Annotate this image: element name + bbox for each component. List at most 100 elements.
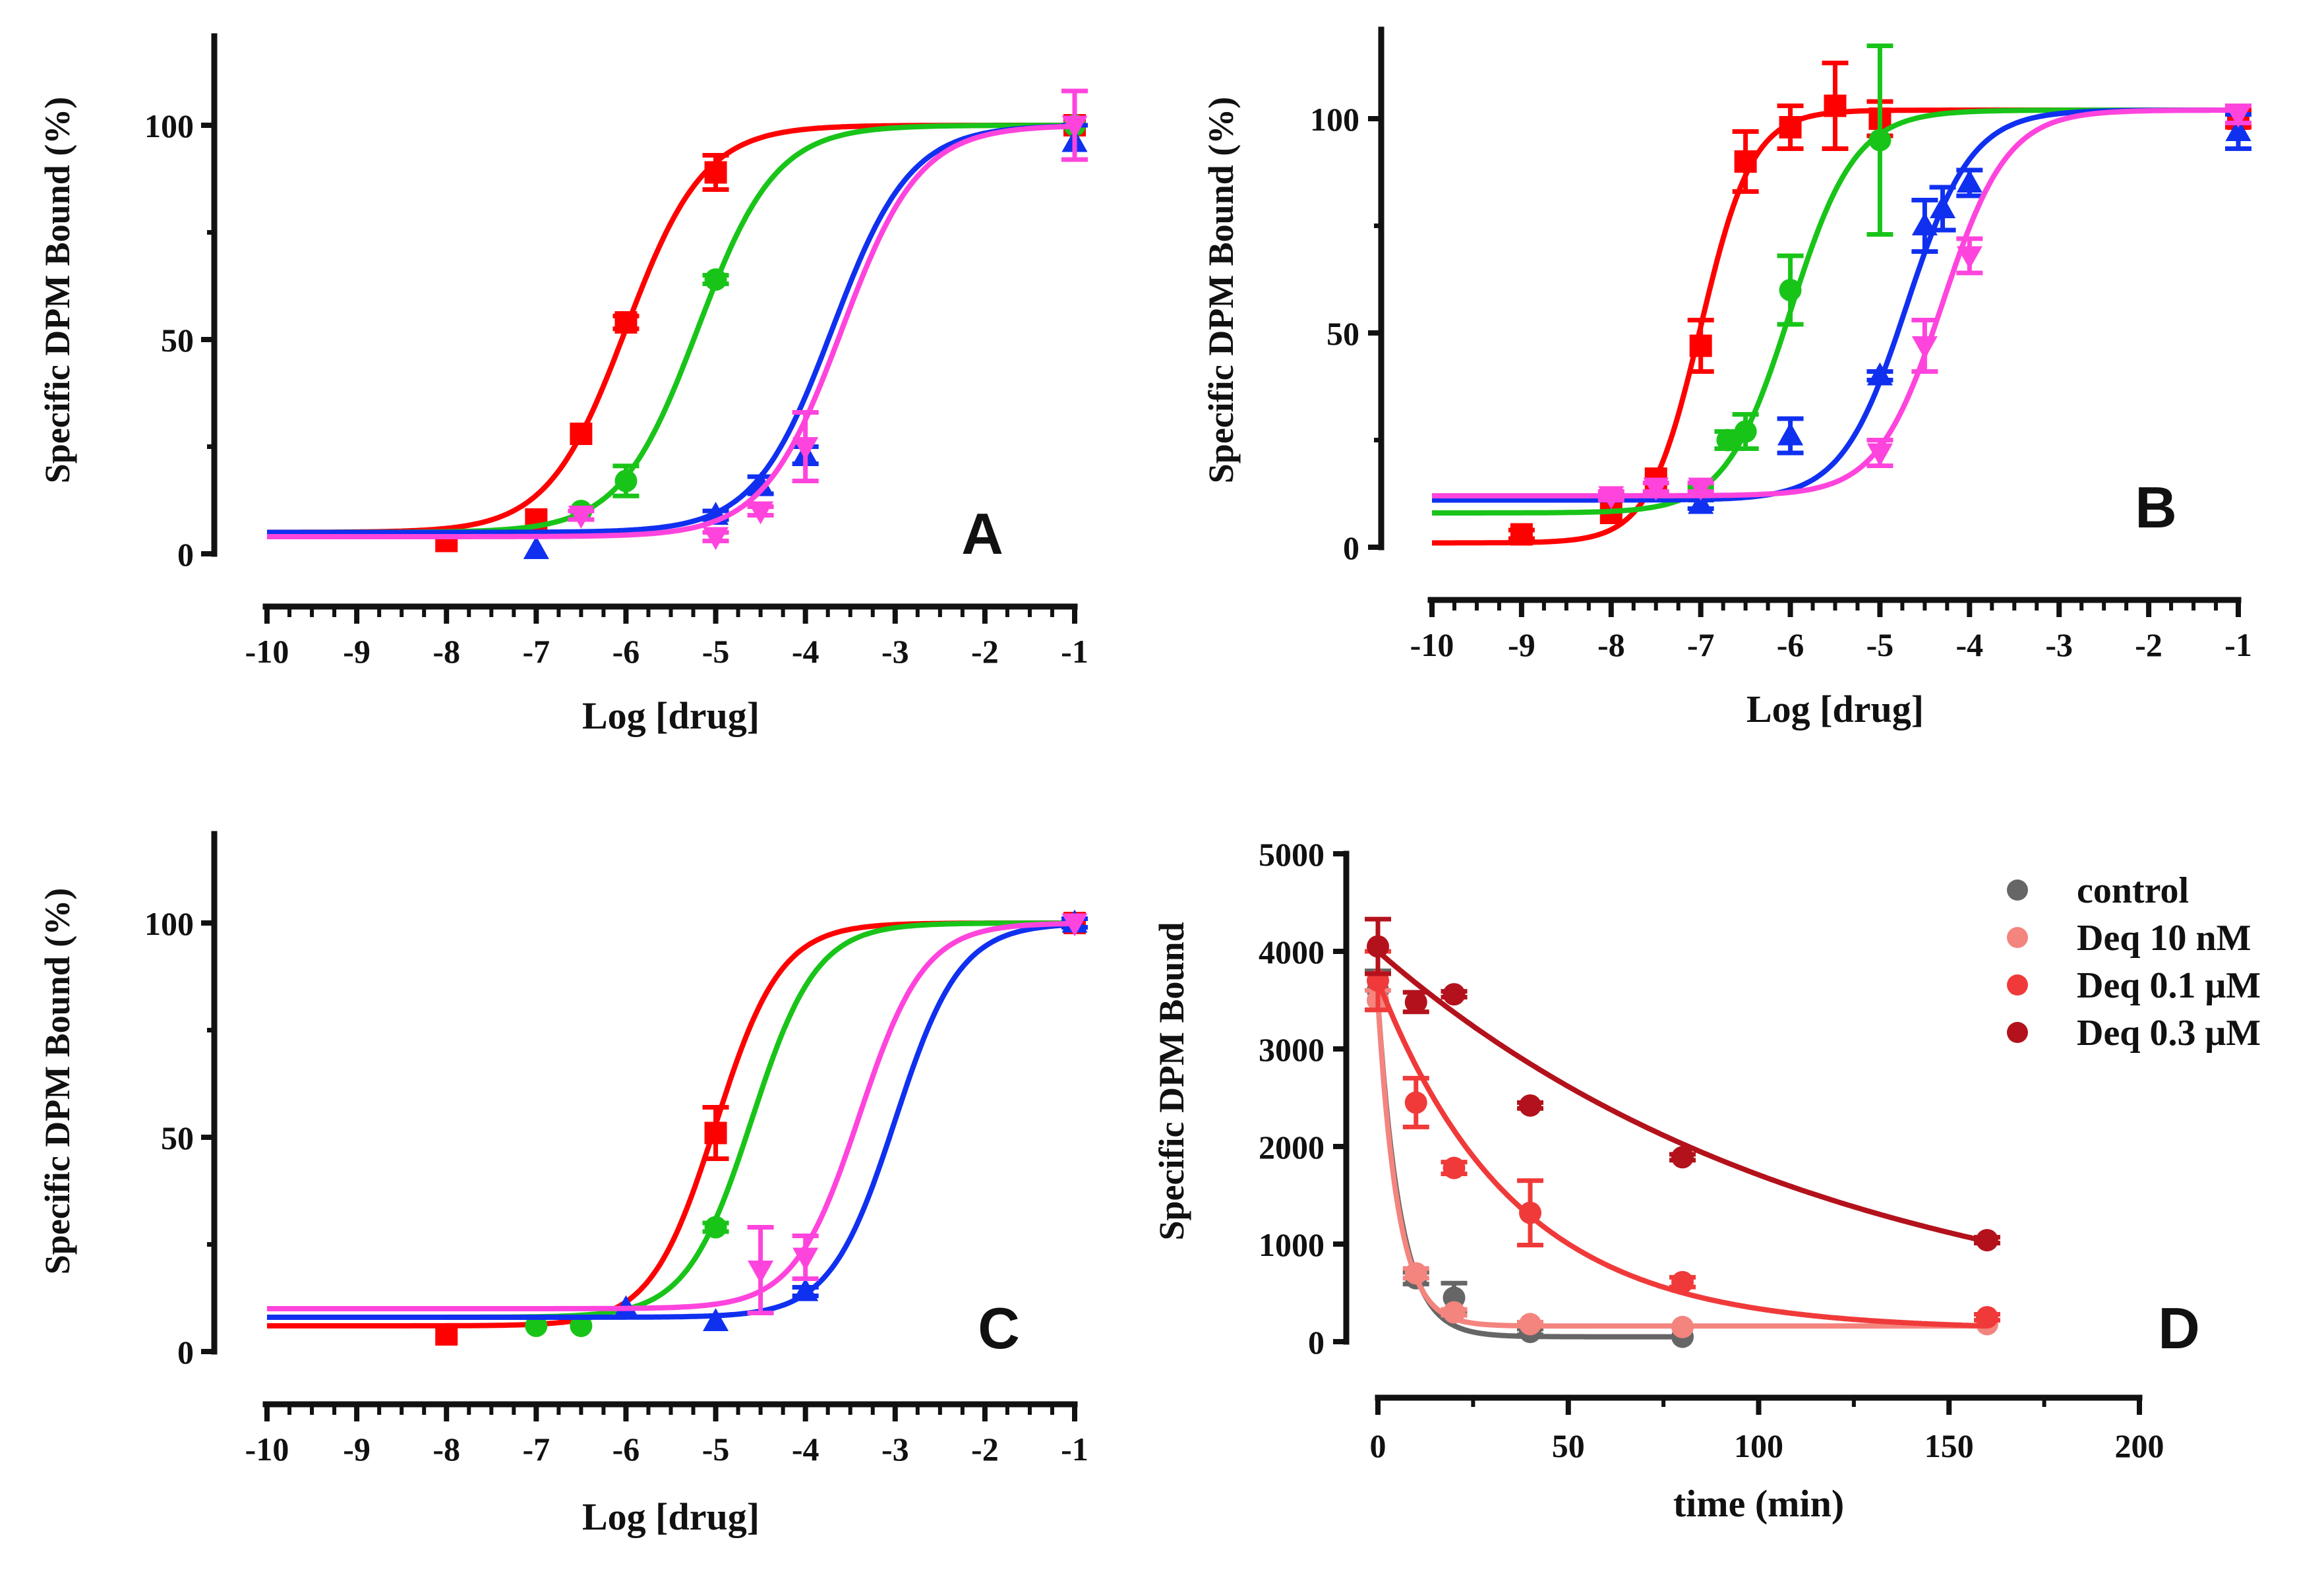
data-point (1643, 477, 1669, 501)
data-point (703, 527, 729, 551)
y-tick-label: 100 (1310, 101, 1359, 138)
panel-label: A (961, 501, 1003, 566)
series-magenta (267, 88, 1088, 551)
legend-swatch (2007, 1022, 2028, 1043)
x-tick-label: -2 (2135, 626, 2162, 663)
data-point (570, 1315, 593, 1337)
x-tick-label: -3 (2045, 626, 2073, 663)
data-point (792, 1278, 819, 1301)
y-tick-label: 0 (1343, 529, 1359, 566)
data-point (1779, 279, 1802, 301)
data-point (1404, 1262, 1427, 1285)
data-point (525, 1315, 548, 1337)
legend-swatch (2007, 927, 2028, 948)
y-tick-label: 4000 (1259, 934, 1325, 970)
data-point (1868, 129, 1892, 152)
panel-label: B (2135, 475, 2177, 540)
data-point (1519, 1094, 1541, 1117)
fit-curve (1432, 107, 2238, 503)
x-tick-label: 200 (2115, 1427, 2164, 1464)
x-tick-label: -1 (1061, 1431, 1088, 1468)
data-point (1404, 1091, 1427, 1114)
panel-c: 0 50 100 -10 -9 -8 -7 -6 -5 -4 -3 -2 -1 Log [drug] Spe… (38, 831, 1088, 1538)
x-tick-label: -10 (245, 1431, 289, 1468)
panel-d: 0 1000 2000 3000 4000 5000 0 50 100 150 200 time (m… (1152, 836, 2261, 1525)
fit-curve (1432, 107, 2238, 546)
data-point (704, 1121, 727, 1145)
series-magenta (1432, 104, 2251, 510)
data-point (1689, 334, 1712, 357)
fit-curve (1432, 107, 2238, 498)
x-tick-label: -8 (432, 1431, 460, 1468)
data-point (435, 1323, 458, 1346)
data-point (1777, 422, 1804, 446)
x-tick-label: -7 (1687, 626, 1715, 663)
x-tick-label: -1 (1061, 633, 1088, 670)
x-tick-label: -6 (612, 633, 640, 670)
data-point (1688, 477, 1714, 501)
data-point (1671, 1270, 1694, 1294)
data-point (704, 1216, 727, 1239)
x-tick-label: -5 (702, 1431, 730, 1468)
legend-label: Deq 0.3 μM (2077, 1013, 2261, 1054)
x-tick-label: 50 (1552, 1427, 1585, 1464)
data-point (1443, 1301, 1466, 1324)
y-axis-title: Specific DPM Bound (%) (1201, 97, 1241, 484)
data-point (614, 311, 638, 334)
data-point (1956, 169, 1982, 193)
data-point (792, 437, 819, 460)
x-tick-label: -10 (1410, 626, 1454, 663)
x-tick-label: -4 (792, 633, 819, 670)
legend-label: control (2077, 870, 2189, 911)
data-point (523, 536, 549, 559)
y-tick-label: 3000 (1259, 1031, 1325, 1068)
series-blue (267, 909, 1088, 1331)
data-point (1976, 1229, 1998, 1252)
x-tick-label: -1 (2224, 626, 2252, 663)
x-tick-label: 150 (1924, 1427, 1974, 1464)
x-axis-title: Log [drug] (582, 1495, 760, 1538)
legend-label: Deq 0.1 μM (2077, 965, 2261, 1006)
y-axis-title: Specific DPM Bound (1152, 922, 1191, 1240)
fit-curve (1376, 949, 1988, 1245)
series-green (267, 114, 1086, 535)
fit-curve (267, 123, 1075, 535)
data-point (748, 471, 774, 495)
data-point (1367, 935, 1389, 958)
data-point (1930, 195, 1956, 218)
fit-curve (267, 123, 1075, 539)
fit-curve (1432, 107, 2238, 516)
x-tick-label: 100 (1734, 1427, 1783, 1464)
x-axis-title: Log [drug] (1746, 688, 1924, 730)
data-point (792, 1247, 819, 1271)
data-point (1976, 1306, 1998, 1328)
data-point (704, 268, 727, 291)
series-blue (1432, 107, 2251, 514)
x-tick-label: -8 (1597, 626, 1625, 663)
panel-a: 0 50 100 -10 -9 -8 -7 -6 -5 -4 -3 -2 -1 Log [drug] Spe… (38, 33, 1088, 737)
x-tick-label: -4 (1956, 626, 1984, 663)
series-deq-0-1-m (1365, 949, 2000, 1329)
data-point (1671, 1146, 1694, 1169)
y-tick-label: 0 (177, 1334, 194, 1371)
data-point (1734, 150, 1757, 173)
x-tick-label: -3 (881, 633, 909, 670)
data-point (1443, 1156, 1466, 1179)
data-point (748, 1261, 774, 1284)
data-point (568, 506, 594, 529)
series-deq-0-3-m (1365, 916, 2000, 1252)
series-control (1365, 968, 1694, 1348)
x-axis-title: Log [drug] (582, 694, 760, 737)
x-tick-label: -5 (1866, 626, 1894, 663)
data-point (1866, 362, 1893, 386)
y-tick-label: 2000 (1259, 1129, 1325, 1166)
panel-b: 0 50 100 -10 -9 -8 -7 -6 -5 -4 -3 -2 -1 Log [drug] Spe… (1201, 26, 2252, 730)
data-point (1598, 486, 1624, 510)
data-point (1510, 523, 1533, 546)
fit-curve (267, 123, 1075, 535)
x-tick-label: -7 (523, 633, 551, 670)
data-point (1716, 429, 1739, 452)
data-point (1519, 1201, 1541, 1224)
y-tick-label: 0 (1308, 1324, 1325, 1361)
